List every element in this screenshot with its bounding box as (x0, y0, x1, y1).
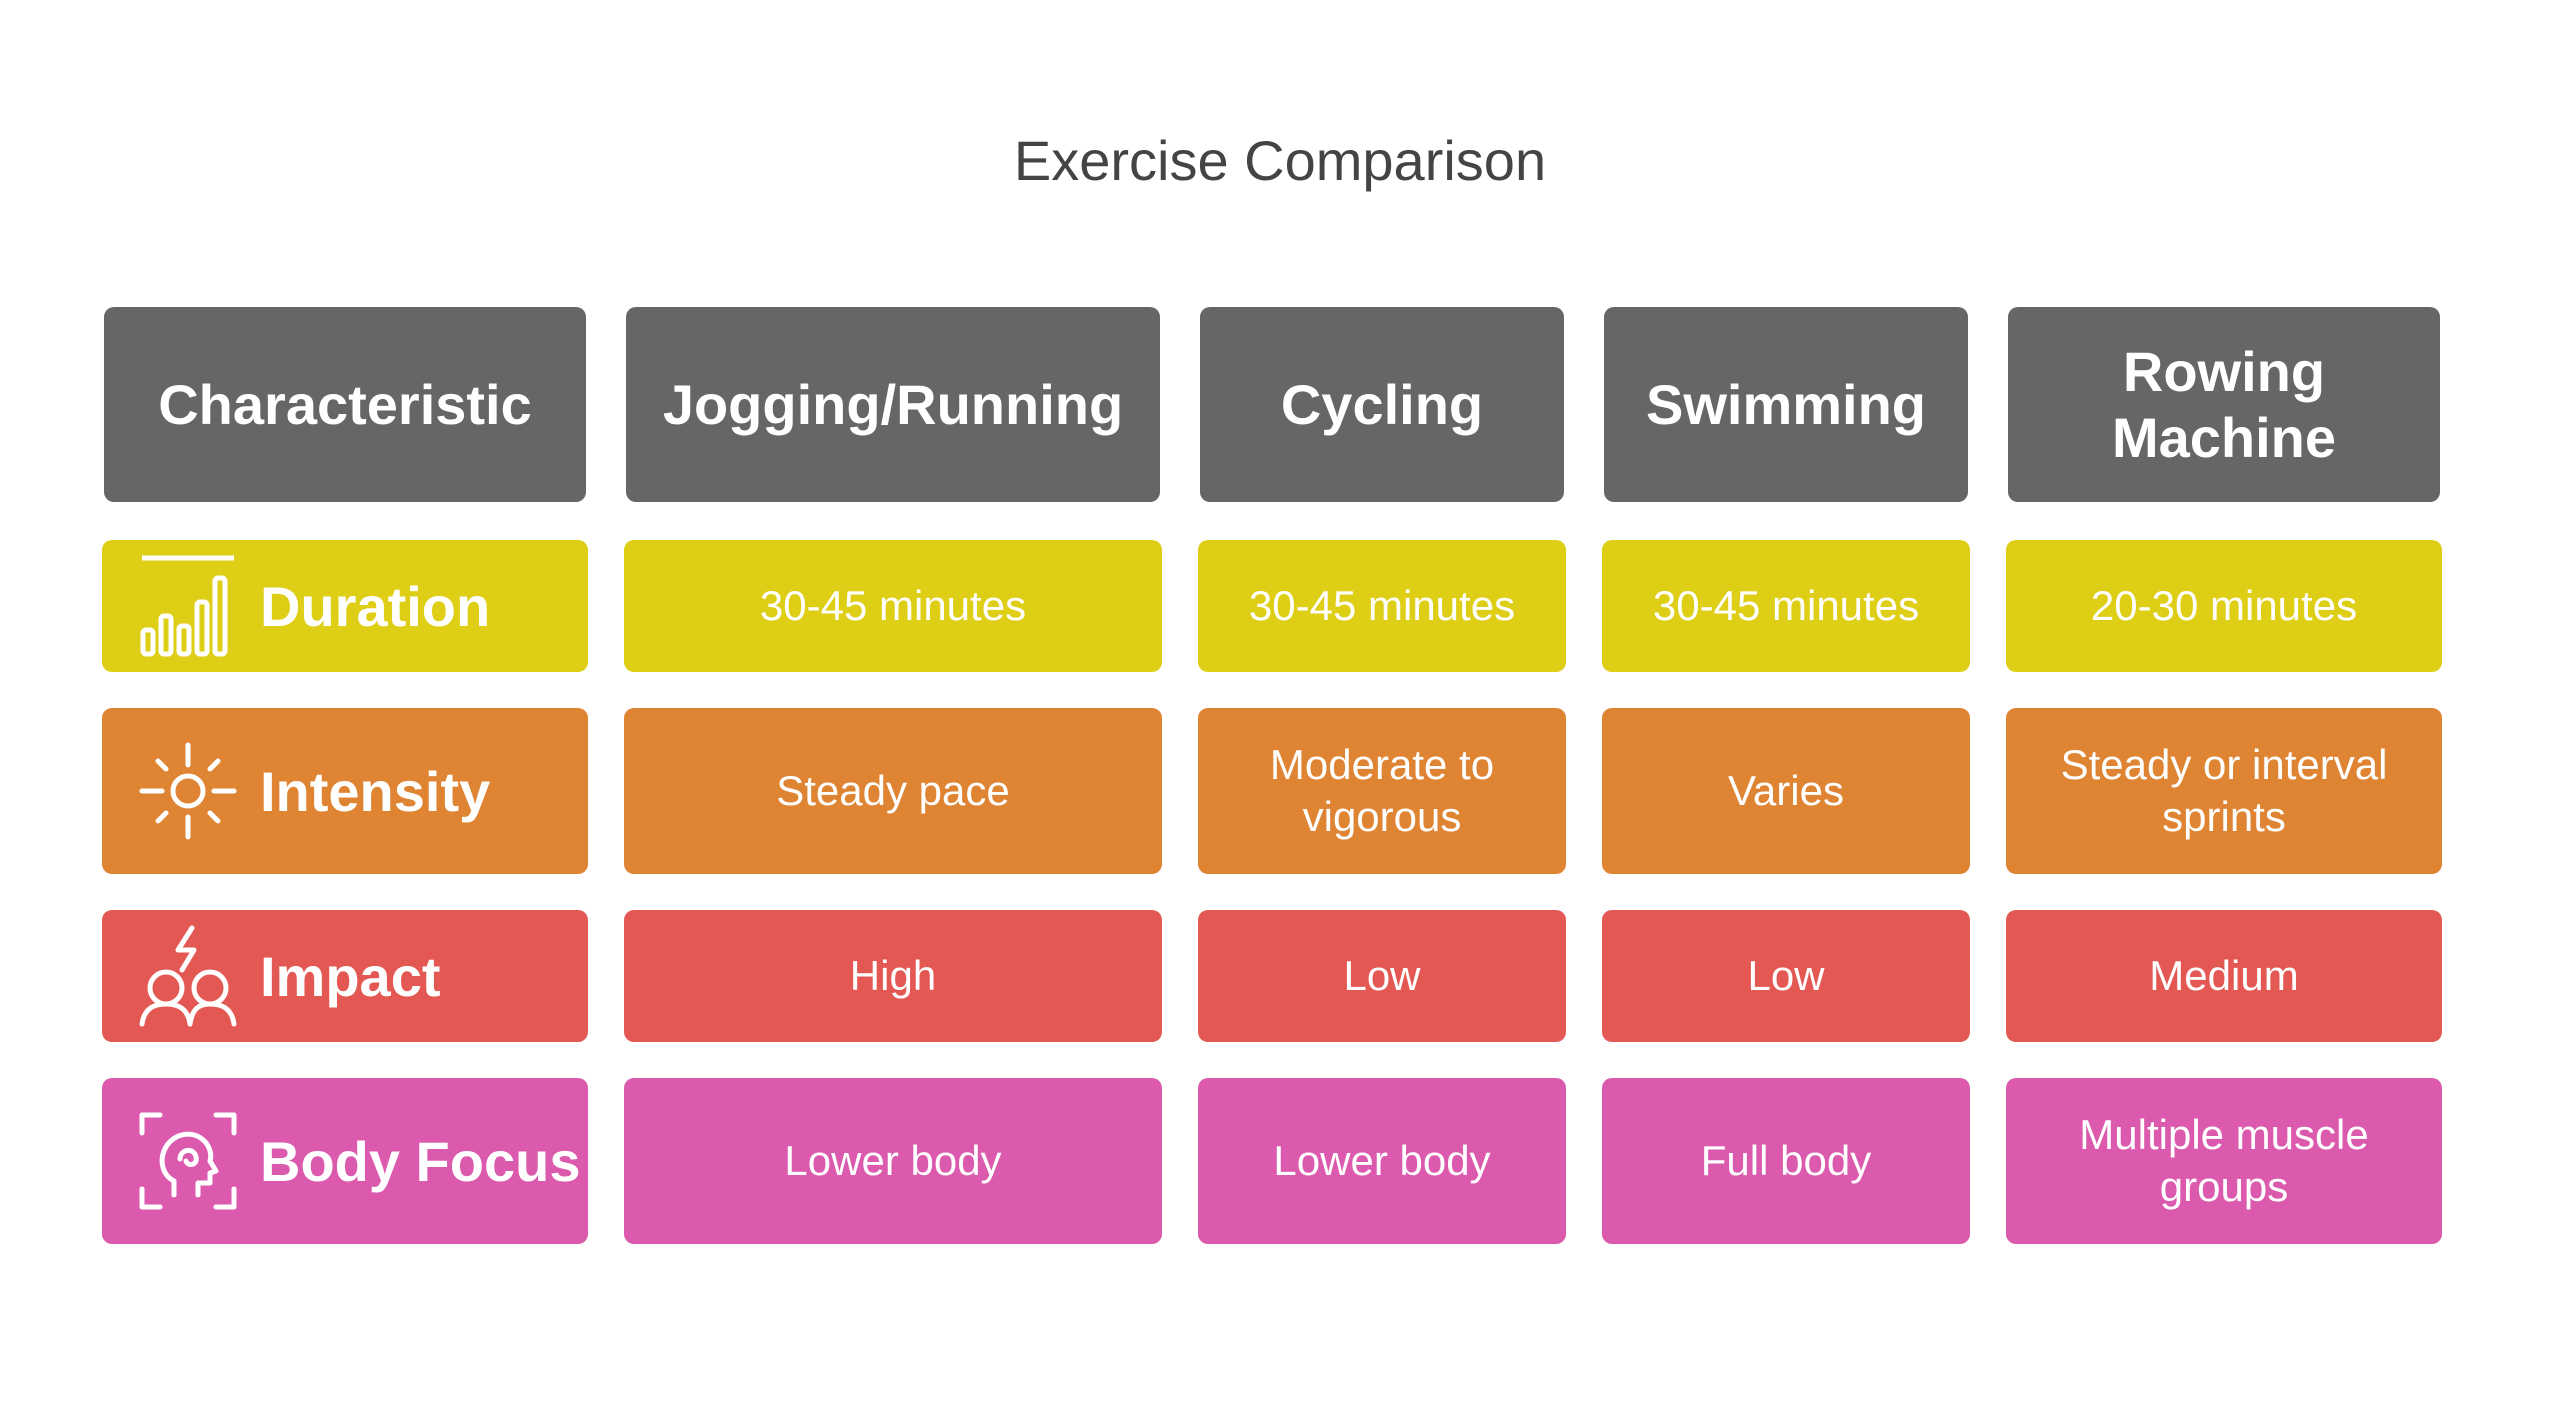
row-label-text: Intensity (260, 759, 491, 823)
cell-body-focus-cycling: Lower body (1198, 1078, 1566, 1244)
cell-text: Low (1343, 952, 1421, 999)
bar-chart-icon (140, 555, 234, 657)
head-scan-icon (139, 1112, 237, 1210)
header-label: Jogging/Running (662, 372, 1124, 436)
cell-duration-jogging: 30-45 minutes (624, 540, 1162, 672)
row-label-text: Impact (260, 944, 441, 1008)
page-title: Exercise Comparison (1013, 129, 1547, 192)
row-label-duration: Duration (102, 540, 588, 672)
sun-icon (139, 742, 237, 840)
cell-text: 30-45 minutes (759, 582, 1027, 629)
cell-impact-cycling: Low (1198, 910, 1566, 1042)
row-label-text: Duration (260, 574, 491, 638)
cell-intensity-swimming: Varies (1602, 708, 1970, 874)
header-jogging-running: Jogging/Running (626, 307, 1160, 502)
cell-text: 20-30 minutes (2090, 582, 2358, 629)
cell-text: High (849, 952, 937, 999)
header-characteristic: Characteristic (104, 307, 586, 502)
cell-body-focus-rowing: Multiple muscle groups (2006, 1078, 2442, 1244)
cell-impact-rowing: Medium (2006, 910, 2442, 1042)
cell-text: Lower body (784, 1137, 1002, 1184)
cell-impact-swimming: Low (1602, 910, 1970, 1042)
cell-text: 30-45 minutes (1652, 582, 1920, 629)
cell-text: Multiple muscle groups (2079, 1111, 2369, 1210)
row-label-intensity: Intensity (102, 708, 588, 874)
cell-text: Moderate to vigorous (1269, 741, 1495, 840)
cell-body-focus-jogging: Lower body (624, 1078, 1162, 1244)
row-label-text: Body Focus (260, 1129, 581, 1193)
cell-duration-rowing: 20-30 minutes (2006, 540, 2442, 672)
cell-duration-cycling: 30-45 minutes (1198, 540, 1566, 672)
header-label: Characteristic (158, 372, 532, 436)
people-lightning-icon (139, 925, 237, 1027)
cell-intensity-jogging: Steady pace (624, 708, 1162, 874)
cell-text: Medium (2149, 952, 2299, 999)
header-label: Swimming (1645, 372, 1927, 436)
cell-intensity-cycling: Moderate to vigorous (1198, 708, 1566, 874)
cell-impact-jogging: High (624, 910, 1162, 1042)
cell-text: 30-45 minutes (1248, 582, 1516, 629)
cell-body-focus-swimming: Full body (1602, 1078, 1970, 1244)
cell-duration-swimming: 30-45 minutes (1602, 540, 1970, 672)
cell-intensity-rowing: Steady or interval sprints (2006, 708, 2442, 874)
header-rowing-machine: Rowing Machine (2008, 307, 2440, 502)
header-label: Cycling (1280, 372, 1484, 436)
header-swimming: Swimming (1604, 307, 1968, 502)
cell-text: Varies (1728, 767, 1844, 814)
row-label-body-focus: Body Focus (102, 1078, 588, 1244)
cell-text: Low (1747, 952, 1825, 999)
cell-text: Full body (1700, 1137, 1872, 1184)
row-label-impact: Impact (102, 910, 588, 1042)
cell-text: Lower body (1273, 1137, 1491, 1184)
header-label: Rowing Machine (2111, 339, 2337, 469)
cell-text: Steady or interval sprints (2060, 741, 2388, 840)
cell-text: Steady pace (776, 767, 1010, 814)
header-cycling: Cycling (1200, 307, 1564, 502)
